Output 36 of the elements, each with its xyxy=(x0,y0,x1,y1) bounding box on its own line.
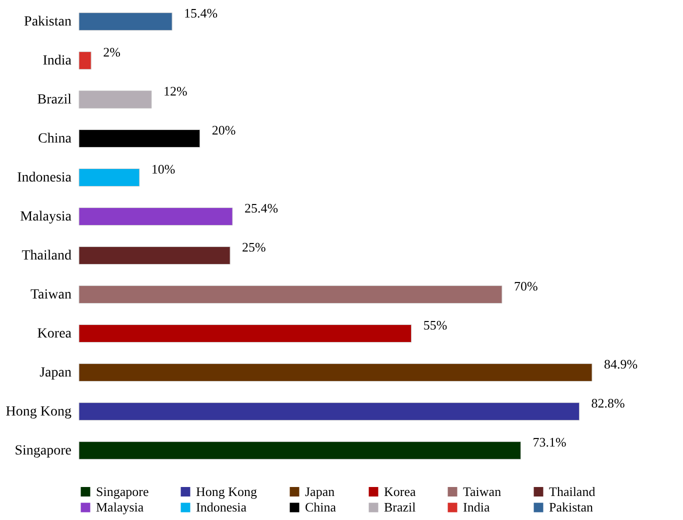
y-tick-label: China xyxy=(38,132,72,147)
data-label: 25.4% xyxy=(244,200,278,216)
legend-label: China xyxy=(305,500,336,514)
legend-label: Malaysia xyxy=(96,500,144,514)
legend-label: Hong Kong xyxy=(196,484,258,499)
legend-label: Singapore xyxy=(96,484,149,499)
data-label: 25% xyxy=(242,239,266,254)
y-tick-label: India xyxy=(42,54,72,69)
data-label: 82.8% xyxy=(591,395,626,410)
data-label: 20% xyxy=(212,122,236,138)
data-label: 73.1% xyxy=(532,434,566,450)
y-tick-label: Singapore xyxy=(14,443,72,458)
y-tick-label: Hong Kong xyxy=(6,404,72,420)
y-tick-label: Brazil xyxy=(37,92,72,108)
legend-label: Taiwan xyxy=(463,484,502,499)
data-label: 10% xyxy=(151,162,176,177)
y-tick-label: Taiwan xyxy=(30,287,72,302)
y-tick-label: Thailand xyxy=(22,248,72,264)
data-label: 12% xyxy=(164,84,188,99)
y-tick-label: Korea xyxy=(37,326,72,342)
legend-label: Brazil xyxy=(384,500,416,514)
legend-label: Thailand xyxy=(549,484,596,499)
data-label: 2% xyxy=(103,44,121,60)
legend-label: Japan xyxy=(305,484,336,499)
legend-label: India xyxy=(463,500,490,514)
y-tick-label: Japan xyxy=(40,365,72,380)
y-tick-label: Pakistan xyxy=(24,14,72,30)
data-label: 70% xyxy=(514,278,538,294)
data-label: 55% xyxy=(423,317,448,332)
data-label: 15.4% xyxy=(184,6,218,21)
data-label: 84.9% xyxy=(604,356,638,372)
y-tick-label: Indonesia xyxy=(17,170,72,186)
legend-label: Korea xyxy=(384,484,416,499)
y-tick-label: Malaysia xyxy=(20,210,72,225)
legend-label: Indonesia xyxy=(196,500,247,514)
legend-label: Pakistan xyxy=(549,500,594,514)
